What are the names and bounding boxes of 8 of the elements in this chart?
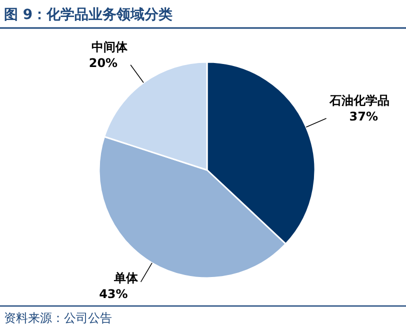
- chart-title: 图 9：化学品业务领域分类: [4, 7, 173, 23]
- data-label: 20%: [88, 56, 118, 70]
- text: 资料来源：公司公告: [4, 311, 112, 325]
- data-label: 43%: [99, 286, 128, 301]
- slice-label: 中间体: [92, 40, 129, 54]
- slice-label: 单体: [112, 270, 139, 285]
- data-label: 37%: [349, 109, 378, 124]
- slice-label: 石油化学品: [328, 93, 390, 108]
